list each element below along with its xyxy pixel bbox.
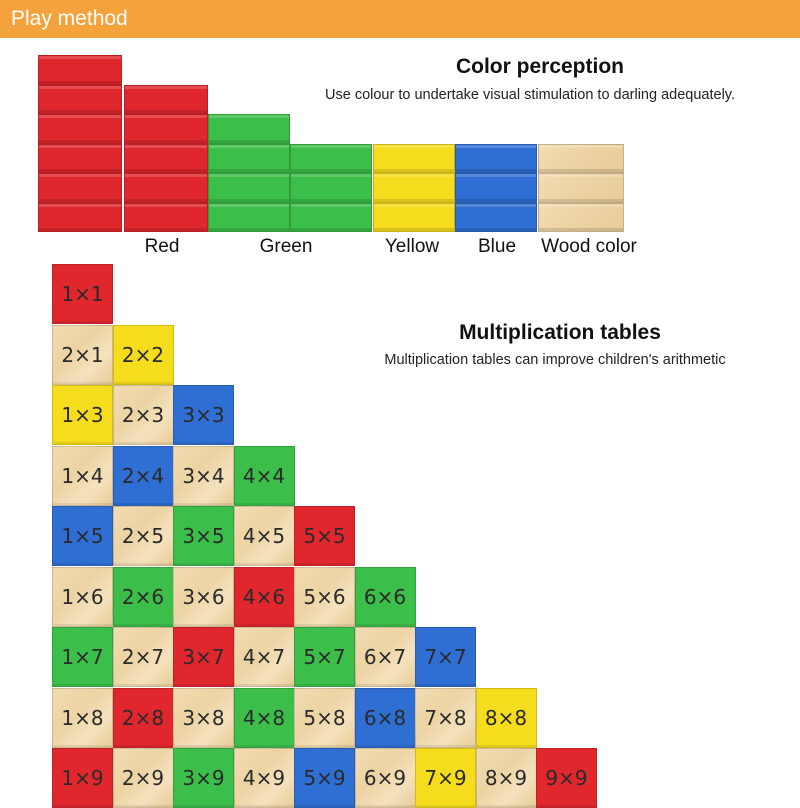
tile-8x8: 8×8 xyxy=(475,687,537,748)
tile-4x8: 4×8 xyxy=(233,687,295,748)
tile-1x5: 1×5 xyxy=(52,506,113,566)
tile-7x8: 7×8 xyxy=(415,687,476,748)
red-block xyxy=(38,143,122,173)
tile-3x7: 3×7 xyxy=(173,627,234,687)
wood-block xyxy=(538,143,624,173)
yellow-block xyxy=(373,173,455,203)
multiplication-tables-subtitle: Multiplication tables can improve childr… xyxy=(384,352,726,368)
wood-block xyxy=(538,173,624,203)
tile-5x9: 5×9 xyxy=(294,748,355,808)
color-perception-title: Color perception xyxy=(455,55,624,78)
tile-1x8: 1×8 xyxy=(52,687,113,748)
label-wood-color: Wood color xyxy=(541,236,637,257)
tile-4x5: 4×5 xyxy=(233,506,295,566)
blue-block xyxy=(455,202,537,232)
green-block xyxy=(290,202,372,232)
green-block xyxy=(208,173,290,203)
red-block xyxy=(38,202,122,232)
tile-5x7: 5×7 xyxy=(294,627,355,687)
tile-3x8: 3×8 xyxy=(173,687,234,748)
yellow-block xyxy=(373,202,455,232)
tile-4x6: 4×6 xyxy=(233,566,295,627)
tile-1x9: 1×9 xyxy=(52,748,113,808)
tile-2x8: 2×8 xyxy=(112,687,174,748)
tile-2x1: 2×1 xyxy=(52,324,113,385)
red-block xyxy=(38,114,122,144)
tile-2x2: 2×2 xyxy=(112,324,174,385)
tile-7x7: 7×7 xyxy=(415,627,476,687)
blue-block xyxy=(455,173,537,203)
red-block xyxy=(38,84,122,114)
red-block xyxy=(124,114,208,144)
green-block xyxy=(290,143,372,173)
tile-5x6: 5×6 xyxy=(294,566,355,627)
tile-3x4: 3×4 xyxy=(173,445,234,506)
red-block xyxy=(38,173,122,203)
tile-5x5: 5×5 xyxy=(294,506,355,566)
color-perception-subtitle: Use colour to undertake visual stimulati… xyxy=(325,87,735,103)
label-red: Red xyxy=(144,236,180,257)
red-block xyxy=(124,173,208,203)
green-block xyxy=(208,114,290,144)
tile-9x9: 9×9 xyxy=(536,748,597,808)
tile-6x6: 6×6 xyxy=(354,566,416,627)
blue-block xyxy=(455,143,537,173)
green-block xyxy=(208,202,290,232)
red-block xyxy=(38,55,122,85)
tile-2x5: 2×5 xyxy=(112,506,174,566)
tile-1x1: 1×1 xyxy=(52,264,113,324)
tile-3x5: 3×5 xyxy=(173,506,234,566)
header-title: Play method xyxy=(11,7,128,30)
tile-1x4: 1×4 xyxy=(52,445,113,506)
tile-1x7: 1×7 xyxy=(52,627,113,687)
green-block xyxy=(290,173,372,203)
wood-block xyxy=(538,202,624,232)
tile-3x3: 3×3 xyxy=(173,385,234,445)
tile-8x9: 8×9 xyxy=(475,748,537,808)
tile-2x6: 2×6 xyxy=(112,566,174,627)
tile-3x6: 3×6 xyxy=(173,566,234,627)
tile-2x9: 2×9 xyxy=(112,748,174,808)
yellow-block xyxy=(373,143,455,173)
tile-1x6: 1×6 xyxy=(52,566,113,627)
tile-4x4: 4×4 xyxy=(233,445,295,506)
tile-2x3: 2×3 xyxy=(112,385,174,445)
tile-2x4: 2×4 xyxy=(112,445,174,506)
tile-4x9: 4×9 xyxy=(233,748,295,808)
label-yellow: Yellow xyxy=(384,236,440,257)
label-blue: Blue xyxy=(477,236,517,257)
tile-7x9: 7×9 xyxy=(415,748,476,808)
multiplication-tables-title: Multiplication tables xyxy=(459,321,661,344)
red-block xyxy=(124,84,208,114)
tile-3x9: 3×9 xyxy=(173,748,234,808)
tile-6x9: 6×9 xyxy=(354,748,416,808)
tile-6x8: 6×8 xyxy=(354,687,416,748)
tile-5x8: 5×8 xyxy=(294,687,355,748)
tile-4x7: 4×7 xyxy=(233,627,295,687)
tile-2x7: 2×7 xyxy=(112,627,174,687)
red-block xyxy=(124,202,208,232)
tile-1x3: 1×3 xyxy=(52,385,113,445)
green-block xyxy=(208,143,290,173)
play-method-header: Play method xyxy=(0,0,800,38)
red-block xyxy=(124,143,208,173)
tile-6x7: 6×7 xyxy=(354,627,416,687)
label-green: Green xyxy=(259,236,313,257)
